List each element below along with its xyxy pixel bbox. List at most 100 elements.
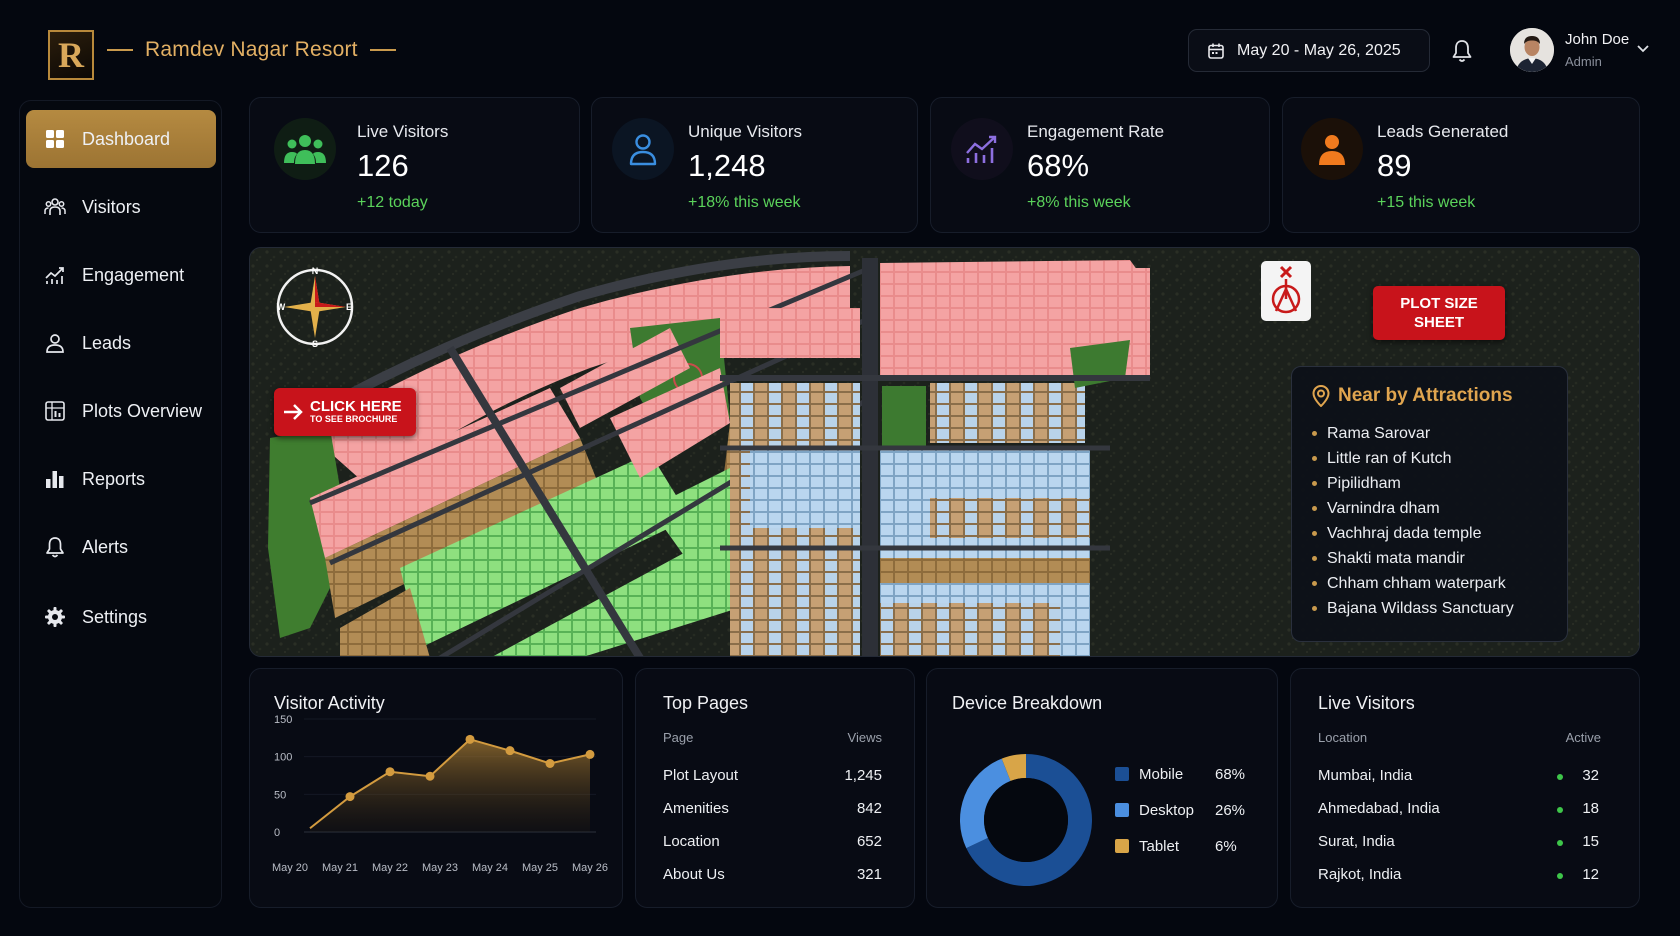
brand-divider-left	[107, 49, 133, 51]
plot-layout-map[interactable]: N S E W CLICK HERE TO SEE BROCHURE PLOT …	[249, 247, 1640, 657]
page-name-cell[interactable]: Amenities	[663, 800, 729, 817]
col-header-location: Location	[1318, 730, 1368, 745]
grid-icon	[46, 130, 64, 148]
attraction-item: Pipilidham	[1312, 471, 1567, 496]
trend-chart-icon	[45, 267, 64, 284]
stat-title: Leads Generated	[1377, 122, 1509, 141]
sidebar-item-label: Leads	[82, 332, 132, 353]
attraction-name: Bajana Wildass Sanctuary	[1327, 599, 1514, 617]
page-name-cell[interactable]: About Us	[663, 866, 725, 883]
attraction-item: Little ran of Kutch	[1312, 446, 1567, 471]
plot-size-line1: PLOT SIZE	[1400, 295, 1478, 312]
compass-s: S	[312, 339, 318, 348]
notifications-bell-icon[interactable]	[1450, 38, 1474, 64]
stat-value: 1,248	[688, 148, 766, 183]
stat-card-engagement-rate[interactable]: Engagement Rate 68% +8% this week	[930, 97, 1270, 233]
users-icon	[44, 198, 66, 215]
data-point[interactable]	[585, 749, 595, 759]
data-point[interactable]	[505, 746, 515, 756]
donut-slice-tablet[interactable]	[1001, 754, 1026, 781]
user-name[interactable]: John Doe	[1565, 31, 1630, 48]
group-icon	[284, 135, 326, 164]
online-status-dot	[1557, 774, 1563, 780]
page-name-cell[interactable]: Location	[663, 833, 720, 850]
avatar-portrait-icon	[1510, 28, 1554, 72]
sidebar-item-label: Dashboard	[82, 128, 171, 149]
legend-item-desktop: Desktop 26%	[1115, 800, 1245, 820]
bullet-dot	[1312, 481, 1317, 486]
donut-slice-mobile[interactable]	[966, 754, 1092, 886]
brochure-label: CLICK HERE	[310, 398, 402, 415]
sidebar-item-label: Alerts	[82, 536, 129, 557]
logo-letter: R	[58, 35, 84, 75]
location-cell: Mumbai, India	[1318, 767, 1413, 784]
arrow-right-icon	[284, 404, 303, 420]
sidebar-item-engagement[interactable]: Engagement	[26, 246, 216, 304]
location-cell: Surat, India	[1318, 833, 1395, 850]
stat-value: 126	[357, 148, 409, 183]
sidebar-item-plots-overview[interactable]: Plots Overview	[26, 382, 216, 440]
sidebar-item-visitors[interactable]: Visitors	[26, 178, 216, 236]
brand-title-wrap: Ramdev Nagar Resort	[107, 38, 396, 62]
active-count-cell: 15	[1582, 833, 1599, 850]
bell-icon	[46, 537, 64, 558]
calendar-icon	[1208, 43, 1224, 59]
legend-label: Tablet	[1139, 837, 1180, 855]
sidebar-item-reports[interactable]: Reports	[26, 450, 216, 508]
attraction-item: Shakti mata mandir	[1312, 546, 1567, 571]
compass-e: E	[346, 302, 352, 312]
chevron-down-icon[interactable]	[1636, 44, 1650, 54]
active-count-cell: 18	[1582, 800, 1599, 817]
stat-card-leads-generated[interactable]: Leads Generated 89 +15 this week	[1282, 97, 1640, 233]
attraction-name: Little ran of Kutch	[1327, 449, 1452, 467]
date-range-picker[interactable]: May 20 - May 26, 2025	[1188, 29, 1430, 72]
live-visitors-card: Live Visitors Location Active Mumbai, In…	[1290, 668, 1640, 908]
top-header: R Ramdev Nagar Resort May 20 - May 26, 2…	[0, 0, 1680, 100]
stat-delta: +18% this week	[688, 194, 801, 211]
online-status-dot	[1557, 807, 1563, 813]
visitor-activity-card: Visitor Activity 0 50 100 150 May 20 May 21 Ma…	[249, 668, 623, 908]
stat-card-live-visitors[interactable]: Live Visitors 126 +12 today	[249, 97, 580, 233]
site-marker-icon	[1271, 265, 1301, 314]
plot-size-sheet-button[interactable]: PLOT SIZE SHEET	[1373, 286, 1505, 340]
x-tick-label: May 22	[372, 862, 408, 874]
stat-card-unique-visitors[interactable]: Unique Visitors 1,248 +18% this week	[591, 97, 918, 233]
legend-swatch	[1115, 803, 1129, 817]
compass-w: W	[277, 302, 286, 312]
attraction-item: Chham chham waterpark	[1312, 571, 1567, 596]
data-point[interactable]	[385, 767, 395, 777]
live-visitors-title: Live Visitors	[1318, 693, 1415, 713]
brochure-button[interactable]: CLICK HERE TO SEE BROCHURE	[274, 388, 416, 436]
bullet-dot	[1312, 506, 1317, 511]
legend-label: Desktop	[1139, 801, 1195, 819]
online-status-dot	[1557, 873, 1563, 879]
y-tick-label: 50	[274, 789, 286, 801]
bullet-dot	[1312, 606, 1317, 611]
attractions-list: Rama Sarovar Little ran of Kutch Pipilidha…	[1312, 421, 1567, 621]
bullet-dot	[1312, 456, 1317, 461]
donut-slice-desktop[interactable]	[960, 758, 1011, 849]
legend-item-mobile: Mobile 68%	[1115, 764, 1245, 784]
y-tick-label: 0	[274, 827, 280, 839]
user-role: Admin	[1565, 54, 1602, 69]
page-name-cell[interactable]: Plot Layout	[663, 767, 739, 784]
legend-swatch	[1115, 767, 1129, 781]
trend-chart-icon	[966, 135, 997, 163]
stat-icon-wrap	[612, 118, 674, 180]
sidebar-item-leads[interactable]: Leads	[26, 314, 216, 372]
data-point[interactable]	[345, 792, 355, 802]
legend-item-tablet: Tablet 6%	[1115, 836, 1237, 856]
user-avatar[interactable]	[1510, 28, 1554, 72]
col-header-active: Active	[1565, 730, 1601, 745]
location-cell: Ahmedabad, India	[1318, 800, 1440, 817]
top-pages-card: Top Pages Page Views Plot Layout 1,245 Ame…	[635, 668, 915, 908]
user-icon	[46, 334, 64, 353]
sidebar-item-alerts[interactable]: Alerts	[26, 518, 216, 576]
data-point[interactable]	[425, 771, 435, 781]
sidebar-item-dashboard[interactable]: Dashboard	[26, 110, 216, 168]
sidebar-item-label: Plots Overview	[82, 400, 203, 421]
data-point[interactable]	[545, 758, 555, 768]
brand-logo[interactable]: R	[48, 30, 94, 80]
sidebar-item-settings[interactable]: Settings	[26, 588, 216, 646]
data-point[interactable]	[465, 734, 475, 744]
